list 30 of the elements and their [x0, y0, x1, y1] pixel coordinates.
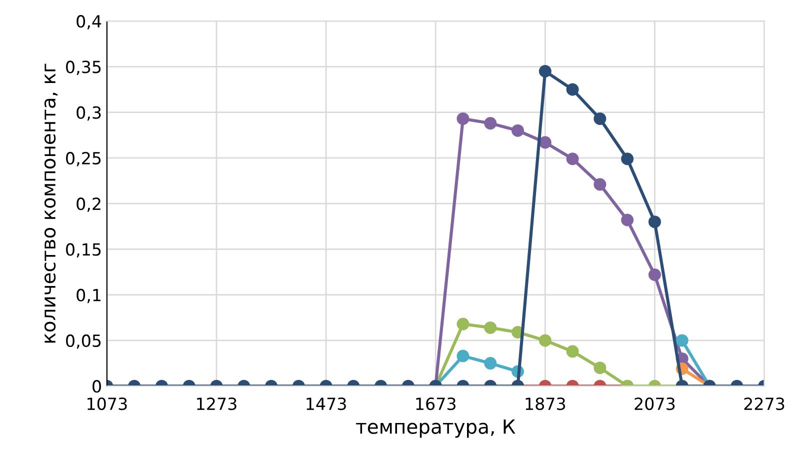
- y-tick-label: 0,15: [66, 243, 101, 258]
- y-tick-label: 0,25: [66, 152, 101, 166]
- point: [566, 83, 579, 96]
- point: [621, 152, 634, 166]
- point: [538, 136, 552, 149]
- y-tick-label: 0,4: [76, 15, 102, 30]
- x-tick-label: 1273: [197, 398, 236, 410]
- point: [594, 112, 606, 125]
- x-tick-label: 1873: [526, 398, 566, 410]
- x-tick-label: 1673: [416, 398, 456, 410]
- x-tick-label: 1073: [88, 398, 127, 410]
- point: [484, 117, 497, 130]
- point: [594, 178, 606, 191]
- y-axis-title: количество компонента, кг: [44, 64, 58, 343]
- y-tick-label: 0,35: [66, 60, 101, 75]
- x-tick-label: 2073: [634, 398, 675, 410]
- y-tick-label: 0,3: [76, 106, 101, 121]
- y-tick-label: 0,1: [76, 288, 101, 304]
- point: [456, 112, 470, 125]
- y-tick-label: 0,05: [66, 334, 101, 349]
- point: [566, 152, 579, 166]
- x-tick-label: 1473: [306, 398, 346, 410]
- point: [538, 65, 552, 78]
- point: [621, 214, 634, 226]
- x-tick-label: 2273: [744, 398, 784, 410]
- point: [512, 124, 524, 137]
- y-tick-label: 0: [92, 380, 101, 393]
- x-axis-title: температура, К: [356, 419, 516, 438]
- y-tick-label: 0,2: [76, 198, 100, 212]
- point: [648, 216, 661, 228]
